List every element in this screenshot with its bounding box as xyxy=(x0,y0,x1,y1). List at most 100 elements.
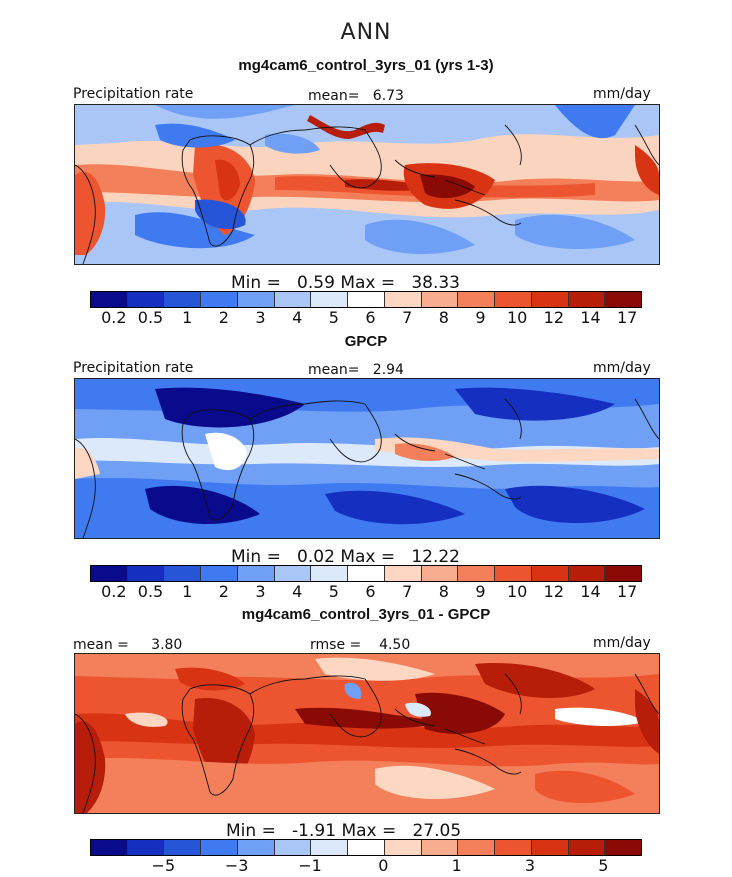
colorbar-swatch xyxy=(531,840,569,855)
colorbar-tick-label: 9 xyxy=(475,582,486,601)
colorbar-tick-label: 17 xyxy=(616,582,638,601)
panel3-mean-value: 3.80 xyxy=(151,637,183,653)
panel3-minmax: Min = -1.91 Max = 27.05 xyxy=(226,821,462,841)
colorbar-tick-label: 12 xyxy=(543,582,565,601)
season-title: ANN xyxy=(340,20,392,45)
colorbar-tick-label: 2 xyxy=(218,308,229,327)
colorbar-tick-label: 12 xyxy=(543,308,565,327)
panel2-units: mm/day xyxy=(593,360,651,376)
colorbar-tick-label: −1 xyxy=(298,856,322,875)
panel2-colorbar-ticks: 0.2 0.5 1 2 3 4 5 6 7 8 9 10 12 14 17 xyxy=(90,582,640,602)
colorbar-swatch xyxy=(568,840,606,855)
colorbar-swatch xyxy=(531,292,569,307)
colorbar-swatch xyxy=(605,840,642,855)
colorbar-swatch xyxy=(274,566,312,581)
colorbar-swatch xyxy=(421,566,459,581)
colorbar-swatch xyxy=(458,292,496,307)
colorbar-tick-label: 10 xyxy=(506,308,528,327)
colorbar-tick-label: 5 xyxy=(328,308,339,327)
colorbar-tick-label: 4 xyxy=(292,582,303,601)
colorbar-tick-label: 10 xyxy=(506,582,528,601)
colorbar-tick-label: 5 xyxy=(328,582,339,601)
colorbar-tick-label: 0.5 xyxy=(137,308,164,327)
colorbar-swatch xyxy=(127,292,165,307)
colorbar-tick-label: 7 xyxy=(402,308,413,327)
colorbar-tick-label: 4 xyxy=(292,308,303,327)
colorbar-swatch xyxy=(91,566,128,581)
colorbar-swatch xyxy=(421,292,459,307)
panel3-colorbar xyxy=(90,839,642,856)
colorbar-swatch xyxy=(531,566,569,581)
colorbar-tick-label: 0 xyxy=(378,856,389,875)
panel2-max-value: 12.22 xyxy=(411,547,460,567)
panel1-colorbar xyxy=(90,291,642,308)
colorbar-swatch xyxy=(421,840,459,855)
panel2-colorbar xyxy=(90,565,642,582)
colorbar-swatch xyxy=(237,840,275,855)
colorbar-swatch xyxy=(495,566,532,581)
colorbar-swatch xyxy=(201,840,238,855)
colorbar-tick-label: 6 xyxy=(365,582,376,601)
colorbar-swatch xyxy=(274,292,312,307)
colorbar-tick-label: 9 xyxy=(475,308,486,327)
colorbar-tick-label: 1 xyxy=(451,856,462,875)
colorbar-swatch xyxy=(274,840,312,855)
panel1-title: mg4cam6_control_3yrs_01 (yrs 1-3) xyxy=(238,57,494,74)
colorbar-swatch xyxy=(311,292,349,307)
panel3-rmse-value: 4.50 xyxy=(379,637,411,653)
colorbar-swatch xyxy=(348,566,385,581)
panel3-units: mm/day xyxy=(593,635,651,651)
colorbar-swatch xyxy=(568,292,606,307)
panel2-variable-label: Precipitation rate xyxy=(73,360,194,376)
colorbar-swatch xyxy=(127,566,165,581)
colorbar-tick-label: 0.2 xyxy=(101,308,127,327)
colorbar-swatch xyxy=(495,840,532,855)
colorbar-swatch xyxy=(384,292,422,307)
panel3-max-value: 27.05 xyxy=(412,821,462,841)
colorbar-swatch xyxy=(348,292,385,307)
colorbar-tick-label: 6 xyxy=(365,308,376,327)
panel2-mean-label: mean= 2.94 xyxy=(308,362,404,378)
panel1-variable-label: Precipitation rate xyxy=(73,86,194,102)
colorbar-tick-label: 5 xyxy=(598,856,609,875)
colorbar-tick-label: 2 xyxy=(218,582,229,601)
panel2-mean-value: 2.94 xyxy=(372,362,404,378)
panel3-min-value: -1.91 xyxy=(292,821,337,841)
panel2-precip-field xyxy=(75,379,659,538)
colorbar-swatch xyxy=(201,292,238,307)
colorbar-tick-label: −5 xyxy=(151,856,176,875)
colorbar-swatch xyxy=(127,840,165,855)
colorbar-tick-label: 7 xyxy=(402,582,413,601)
colorbar-tick-label: 8 xyxy=(438,582,449,601)
panel2-title: GPCP xyxy=(344,333,388,350)
panel1-max-value: 38.33 xyxy=(411,273,460,293)
panel3-colorbar-ticks: −5 −3 −1 0 1 3 5 xyxy=(90,856,640,876)
colorbar-tick-label: 3 xyxy=(255,308,266,327)
panel1-units: mm/day xyxy=(593,86,651,102)
colorbar-tick-label: 1 xyxy=(182,308,193,327)
colorbar-swatch xyxy=(201,566,238,581)
panel3-difference-field xyxy=(75,654,659,813)
colorbar-swatch xyxy=(605,566,642,581)
panel3-rmse-label: rmse = 4.50 xyxy=(310,637,411,653)
panel1-mean-value: 6.73 xyxy=(372,88,404,104)
colorbar-tick-label: 1 xyxy=(182,582,193,601)
colorbar-swatch xyxy=(91,840,128,855)
panel1-mean-label: mean= 6.73 xyxy=(308,88,404,104)
colorbar-swatch xyxy=(237,292,275,307)
panel3-mean-label: mean = 3.80 xyxy=(73,637,183,653)
panel1-minmax: Min = 0.59 Max = 38.33 xyxy=(231,273,460,293)
panel1-precip-field xyxy=(75,105,659,264)
panel2-min-value: 0.02 xyxy=(297,547,335,567)
panel2-minmax: Min = 0.02 Max = 12.22 xyxy=(231,547,460,567)
colorbar-swatch xyxy=(495,292,532,307)
panel1-min-value: 0.59 xyxy=(297,273,335,293)
colorbar-tick-label: 0.5 xyxy=(137,582,164,601)
colorbar-swatch xyxy=(311,566,349,581)
panel1-colorbar-ticks: 0.2 0.5 1 2 3 4 5 6 7 8 9 10 12 14 17 xyxy=(90,308,640,328)
colorbar-tick-label: 14 xyxy=(580,308,601,327)
colorbar-tick-label: 0.2 xyxy=(101,582,127,601)
colorbar-tick-label: 8 xyxy=(438,308,449,327)
colorbar-swatch xyxy=(164,840,202,855)
colorbar-swatch xyxy=(164,566,202,581)
